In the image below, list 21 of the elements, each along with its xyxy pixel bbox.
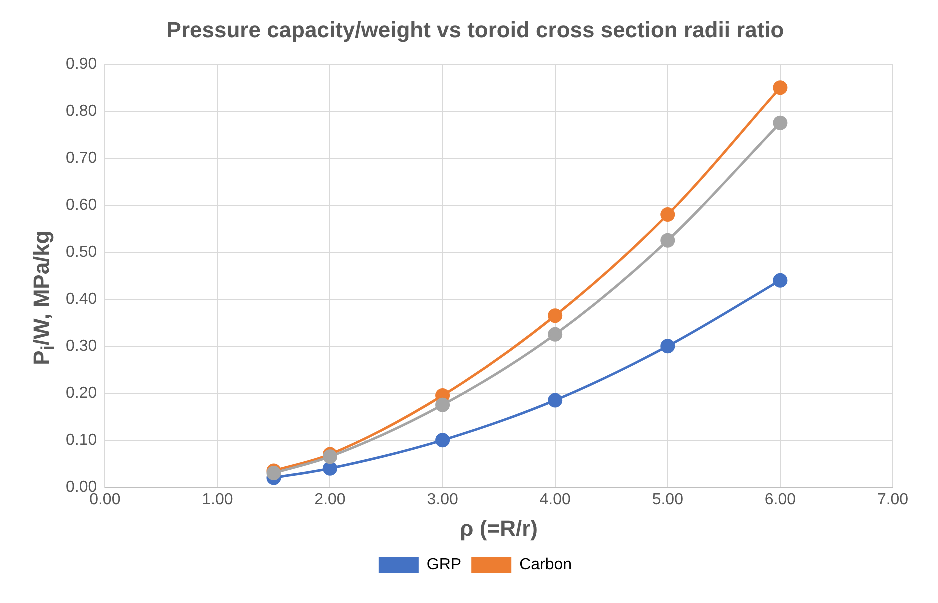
x-tick-label: 5.00 xyxy=(652,491,684,508)
y-tick-label: 0.50 xyxy=(66,244,98,261)
y-tick-label: 0.10 xyxy=(66,432,98,449)
y-tick-label: 0.20 xyxy=(66,384,98,402)
x-tick-label: 2.00 xyxy=(314,491,346,508)
x-tick-label: 3.00 xyxy=(427,491,458,508)
x-tick-label: 4.00 xyxy=(540,491,572,508)
y-tick-label: 0.60 xyxy=(66,196,98,214)
legend-label: Carbon xyxy=(520,556,572,574)
legend-label: GRP xyxy=(426,556,462,574)
y-tick-label: 0.70 xyxy=(66,150,98,167)
chart-title: Pressure capacity/weight vs toroid cross section radii ratio xyxy=(166,17,784,42)
y-tick-label: 0.40 xyxy=(66,290,98,308)
y-tick-label: 0.80 xyxy=(66,102,98,120)
x-tick-label: 1.00 xyxy=(202,491,234,508)
y-tick-label: 0.90 xyxy=(66,56,98,73)
x-tick-label: 6.00 xyxy=(764,491,796,508)
y-tick-label: 0.30 xyxy=(66,338,98,355)
x-tick-label: 0.00 xyxy=(90,491,121,508)
x-axis-title: ρ (=R/r) xyxy=(460,516,538,541)
x-tick-label: 7.00 xyxy=(877,491,909,508)
